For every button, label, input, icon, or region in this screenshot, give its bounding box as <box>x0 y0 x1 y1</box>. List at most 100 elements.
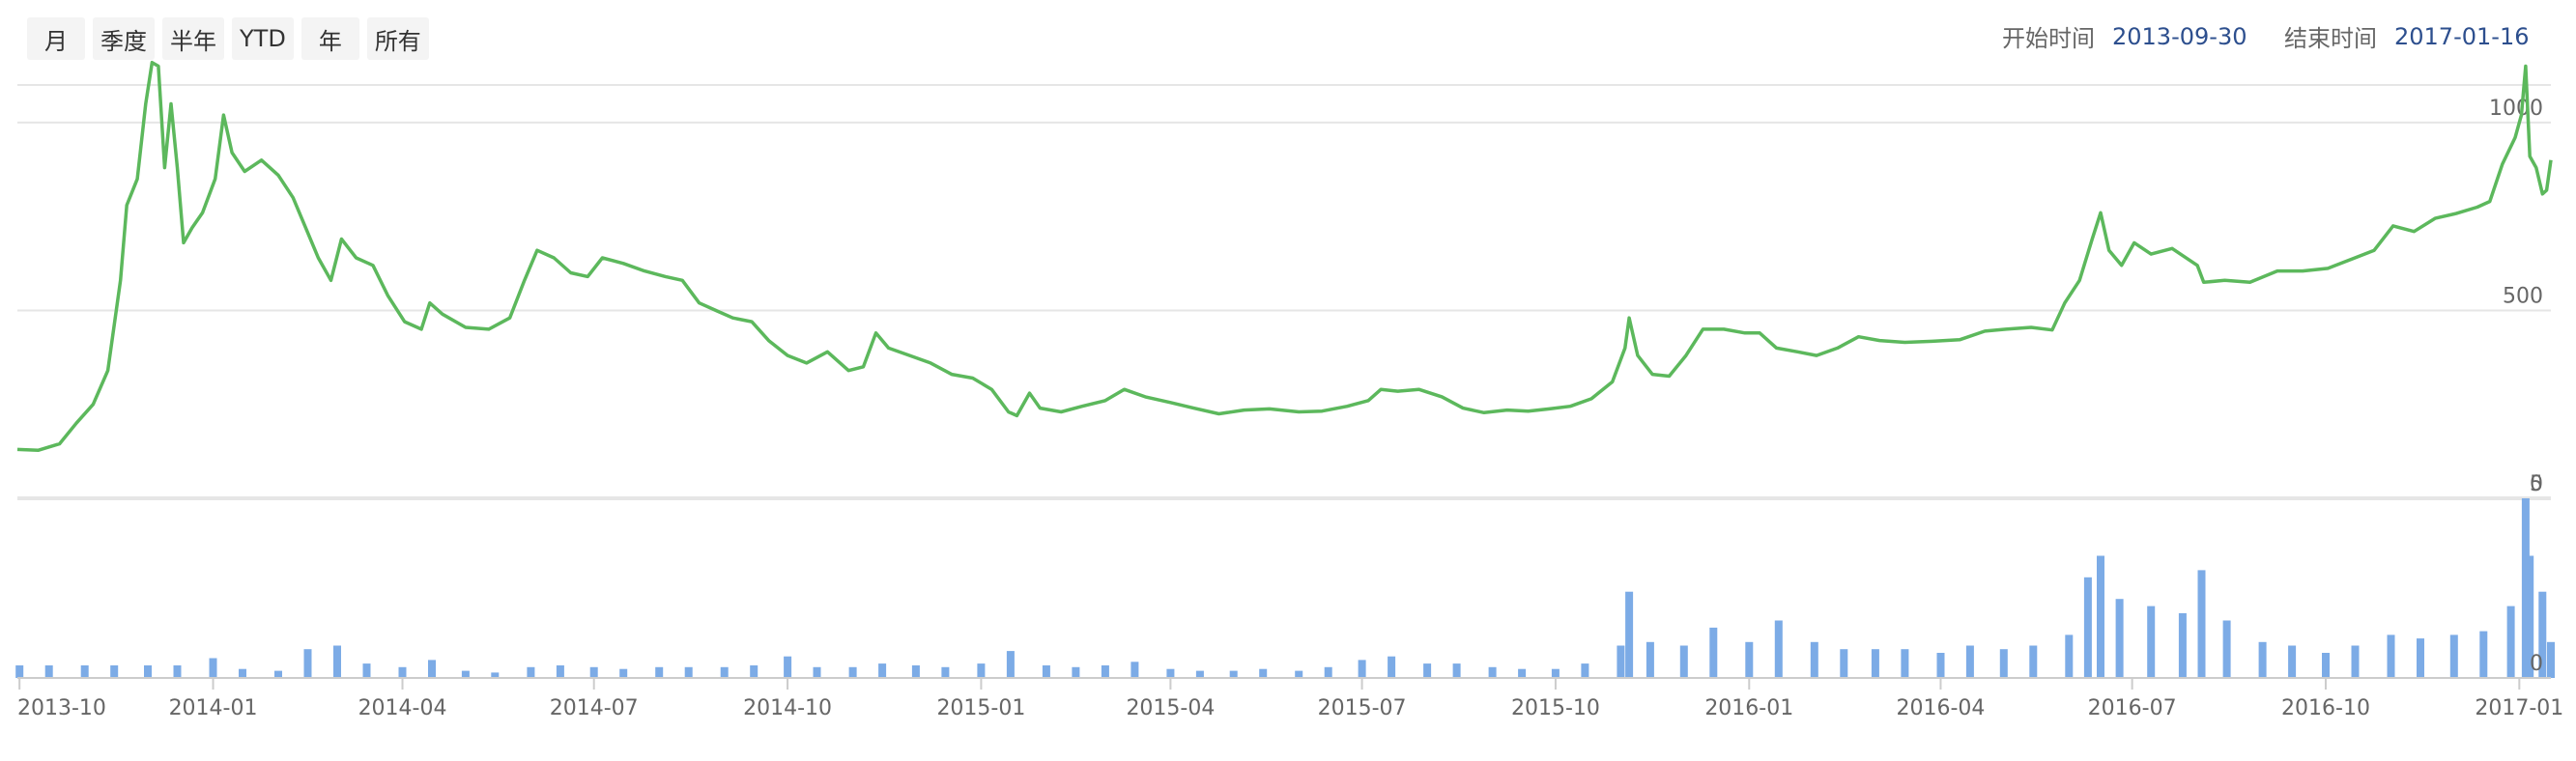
volume-bar[interactable] <box>813 666 821 678</box>
volume-bar[interactable] <box>209 658 217 679</box>
volume-bar[interactable] <box>1259 668 1268 678</box>
range-button-quarter[interactable]: 季度 <box>93 17 155 60</box>
volume-bar[interactable] <box>2288 645 2297 679</box>
volume-bar[interactable] <box>2521 498 2530 678</box>
volume-bar[interactable] <box>1840 649 1848 678</box>
volume-bar[interactable] <box>333 645 341 679</box>
volume-bar[interactable] <box>15 665 24 678</box>
start-date-input[interactable] <box>2112 22 2267 50</box>
volume-bar[interactable] <box>80 665 89 678</box>
volume-bar[interactable] <box>1042 665 1050 678</box>
volume-bar[interactable] <box>1551 668 1560 678</box>
volume-bar[interactable] <box>941 666 950 678</box>
volume-bar[interactable] <box>1166 668 1175 678</box>
volume-bar[interactable] <box>1965 645 1974 679</box>
volume-bar[interactable] <box>2449 634 2458 678</box>
volume-bar[interactable] <box>239 668 246 678</box>
volume-bar[interactable] <box>491 672 500 678</box>
volume-bar[interactable] <box>362 663 371 678</box>
volume-bar[interactable] <box>274 670 282 678</box>
volume-bar[interactable] <box>1999 649 2008 678</box>
range-button-ytd[interactable]: YTD <box>232 17 294 60</box>
volume-bar[interactable] <box>750 665 758 678</box>
volume-bar[interactable] <box>1072 666 1080 678</box>
volume-y-axis: 05 <box>2530 472 2543 676</box>
volume-bar[interactable] <box>2083 577 2092 678</box>
volume-bar[interactable] <box>303 649 312 678</box>
end-date-input[interactable] <box>2394 22 2549 50</box>
range-button-month[interactable]: 月 <box>27 17 85 60</box>
volume-bar[interactable] <box>1358 660 1366 678</box>
range-button-half-year[interactable]: 半年 <box>162 17 224 60</box>
volume-bar[interactable] <box>1679 645 1688 679</box>
volume-bar[interactable] <box>878 663 887 678</box>
volume-bar[interactable] <box>589 666 598 678</box>
volume-bar[interactable] <box>1581 663 1589 678</box>
volume-bar[interactable] <box>784 656 792 678</box>
volume-bar[interactable] <box>1709 627 1718 678</box>
volume-bar[interactable] <box>977 663 986 678</box>
volume-bar[interactable] <box>2147 606 2156 678</box>
volume-bar[interactable] <box>398 666 407 678</box>
volume-bar[interactable] <box>1646 641 1654 678</box>
volume-bar[interactable] <box>1006 651 1015 678</box>
volume-bar[interactable] <box>1324 666 1332 678</box>
volume-bar[interactable] <box>1229 670 1238 678</box>
volume-bar[interactable] <box>428 660 436 678</box>
volume-bar[interactable] <box>1295 670 1303 678</box>
price-y-tick-label: 500 <box>2503 284 2543 308</box>
volume-bar[interactable] <box>556 665 564 678</box>
volume-bar[interactable] <box>720 666 729 678</box>
volume-bar[interactable] <box>684 666 693 678</box>
volume-bar[interactable] <box>1488 666 1497 678</box>
range-button-year[interactable]: 年 <box>301 17 359 60</box>
volume-bar[interactable] <box>2387 634 2395 678</box>
volume-bar[interactable] <box>2479 631 2488 678</box>
volume-bar[interactable] <box>2547 641 2555 678</box>
volume-bar[interactable] <box>1936 653 1945 678</box>
volume-bar[interactable] <box>2506 606 2515 678</box>
volume-bar[interactable] <box>1745 641 1754 678</box>
range-button-all[interactable]: 所有 <box>366 17 429 60</box>
volume-bar[interactable] <box>2197 570 2206 678</box>
volume-bar[interactable] <box>1195 670 1204 678</box>
volume-bar[interactable] <box>1810 641 1818 678</box>
volume-bar[interactable] <box>461 670 470 678</box>
volume-bar[interactable] <box>173 665 182 678</box>
volume-bar[interactable] <box>848 666 857 678</box>
volume-bars <box>15 498 2555 678</box>
volume-bar[interactable] <box>2351 645 2360 679</box>
volume-bar[interactable] <box>44 665 53 678</box>
volume-bar[interactable] <box>655 666 664 678</box>
volume-bar[interactable] <box>1774 620 1783 679</box>
volume-bar[interactable] <box>2538 591 2547 678</box>
volume-bar[interactable] <box>1518 668 1527 678</box>
x-tick-label: 2014-10 <box>743 696 832 720</box>
volume-bar[interactable] <box>2222 620 2231 679</box>
volume-bar[interactable] <box>1423 663 1432 678</box>
volume-bar[interactable] <box>1901 649 1909 678</box>
volume-bar[interactable] <box>1452 663 1461 678</box>
volume-bar[interactable] <box>1625 591 1634 678</box>
volume-bar[interactable] <box>2178 613 2187 678</box>
volume-bar[interactable] <box>2097 555 2104 679</box>
volume-bar[interactable] <box>1871 649 1879 678</box>
volume-bar[interactable] <box>527 666 535 678</box>
volume-bar[interactable] <box>2065 634 2074 678</box>
volume-bar[interactable] <box>2417 638 2424 678</box>
volume-bar[interactable] <box>1131 662 1139 678</box>
volume-bar[interactable] <box>144 665 152 678</box>
volume-bar[interactable] <box>2115 599 2124 678</box>
volume-bar[interactable] <box>911 665 920 678</box>
volume-bar[interactable] <box>2526 555 2534 679</box>
volume-bar[interactable] <box>1101 665 1109 678</box>
volume-bar[interactable] <box>619 668 628 678</box>
volume-bar[interactable] <box>2258 641 2267 678</box>
volume-bar[interactable] <box>1617 645 1625 679</box>
price-line[interactable] <box>16 60 2553 452</box>
volume-bar[interactable] <box>2029 645 2038 679</box>
volume-bar[interactable] <box>2322 653 2330 678</box>
volume-bar[interactable] <box>110 665 119 678</box>
volume-bar[interactable] <box>1388 656 1396 678</box>
